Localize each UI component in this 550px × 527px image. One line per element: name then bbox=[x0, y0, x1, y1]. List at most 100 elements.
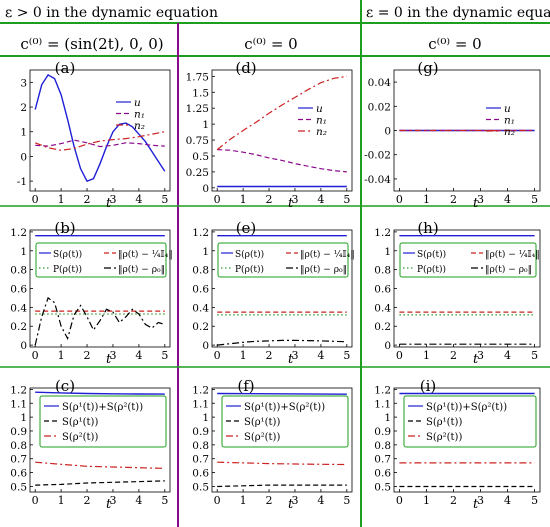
y-tick-label: 0.4 bbox=[192, 302, 209, 314]
panel-label: (i) bbox=[420, 377, 437, 395]
y-tick-label: 1 bbox=[384, 246, 391, 258]
header-right-title: ε = 0 in the dynamic equation bbox=[366, 5, 550, 21]
y-tick-label: 0.6 bbox=[374, 468, 391, 480]
x-tick-label: 5 bbox=[343, 494, 350, 507]
x-tick-label: 2 bbox=[84, 193, 91, 206]
x-tick-label: 0 bbox=[396, 349, 403, 362]
x-tick-label: 3 bbox=[109, 193, 116, 206]
series-line bbox=[35, 391, 165, 395]
y-tick-label: 2 bbox=[20, 102, 27, 114]
legend-box bbox=[35, 242, 167, 278]
legend-entry-label: ‖ρ(t) − ρ₀‖ bbox=[485, 264, 532, 275]
y-tick-label: 1.2 bbox=[192, 384, 209, 396]
x-axis-label: t bbox=[473, 497, 479, 512]
y-tick-label: 0.8 bbox=[374, 440, 391, 452]
y-tick-label: 0.9 bbox=[10, 426, 27, 438]
y-tick-label: 1 bbox=[20, 412, 27, 424]
panel-f: 0 1 2 3 4 5t1.21.110.90.80.70.60.5(f)S(ρ¹(t))… bbox=[192, 377, 353, 512]
y-tick-label: 0.7 bbox=[192, 454, 209, 466]
x-tick-label: 1 bbox=[423, 494, 430, 507]
x-axis-label: t bbox=[288, 497, 294, 512]
y-tick-label: 0.5 bbox=[192, 151, 209, 163]
x-tick-label: 0 bbox=[32, 494, 39, 507]
series-line bbox=[35, 480, 165, 486]
x-tick-label: 4 bbox=[317, 193, 324, 206]
legend: S(ρ¹(t))+S(ρ²(t)) S(ρ¹(t)) S(ρ²(t)) bbox=[221, 395, 349, 448]
legend-entry-label: n₂ bbox=[504, 126, 515, 138]
x-tick-label: 0 bbox=[214, 349, 221, 362]
x-tick-label: 1 bbox=[423, 349, 430, 362]
panel-label: (c) bbox=[55, 377, 75, 395]
x-tick-label: 0 bbox=[214, 193, 221, 206]
y-tick-label: 0.4 bbox=[374, 302, 391, 314]
x-tick-label: 3 bbox=[291, 494, 298, 507]
legend-box bbox=[403, 395, 537, 448]
column-condition-left: c⁽⁰⁾ = (sin(2t), 0, 0) bbox=[20, 35, 163, 53]
legend-entry-label: P(ρ(t)) bbox=[53, 264, 82, 275]
panel-label: (f) bbox=[237, 377, 254, 395]
panel-f-frame bbox=[211, 387, 353, 493]
series-line bbox=[34, 73, 166, 182]
x-tick-label: 2 bbox=[450, 349, 457, 362]
x-tick-label: 3 bbox=[109, 349, 116, 362]
x-axis-label: t bbox=[288, 352, 294, 367]
legend: S(ρ¹(t))+S(ρ²(t)) S(ρ¹(t)) S(ρ²(t)) bbox=[403, 395, 537, 448]
legend-entry-label: ‖ρ(t) − ¼𝕀₄‖ bbox=[300, 249, 355, 260]
y-tick-label: 0.2 bbox=[374, 321, 391, 333]
y-tick-label: 0.4 bbox=[10, 302, 27, 314]
y-tick-label: 1.2 bbox=[374, 227, 391, 239]
legend-entry-label: S(ρ¹(t)) bbox=[426, 417, 462, 428]
legend-entry-label: n₂ bbox=[316, 126, 327, 138]
x-axis-label: t bbox=[473, 352, 479, 367]
legend-entry-label: n₁ bbox=[504, 115, 515, 127]
x-tick-label: 4 bbox=[135, 193, 142, 206]
x-tick-label: 5 bbox=[161, 494, 168, 507]
x-tick-label: 4 bbox=[135, 494, 142, 507]
y-tick-label: 0.8 bbox=[10, 265, 27, 277]
panel-label: (a) bbox=[55, 59, 76, 77]
legend-box bbox=[399, 242, 537, 278]
x-tick-label: 4 bbox=[135, 349, 142, 362]
y-tick-label: 1.1 bbox=[10, 398, 27, 410]
x-tick-label: 5 bbox=[161, 349, 168, 362]
y-tick-label: 1 bbox=[20, 127, 27, 139]
y-tick-label: 1 bbox=[384, 412, 391, 424]
legend: S(ρ(t)) ‖ρ(t) − ¼𝕀₄‖ P(ρ(t)) ‖ρ(t) − ρ₀‖ bbox=[399, 242, 540, 278]
legend: S(ρ(t)) ‖ρ(t) − ¼𝕀₄‖ P(ρ(t)) ‖ρ(t) − ρ₀‖ bbox=[35, 242, 173, 278]
y-tick-label: 1.75 bbox=[186, 71, 209, 83]
y-tick-label: 0 bbox=[384, 126, 391, 138]
x-tick-label: 0 bbox=[32, 193, 39, 206]
x-tick-label: 2 bbox=[450, 193, 457, 206]
x-tick-label: 4 bbox=[504, 193, 511, 206]
x-tick-label: 0 bbox=[396, 193, 403, 206]
x-tick-label: 1 bbox=[240, 494, 247, 507]
y-tick-label: 0.8 bbox=[374, 265, 391, 277]
y-tick-label: 0.6 bbox=[192, 284, 209, 296]
panel-label: (g) bbox=[417, 59, 438, 77]
panel-b: 0 1 2 3 4 5 t 1.2 1 0.8 0.6 0.4 0.2 0 (b) S(ρ(t)) ‖ρ(t) … bbox=[10, 219, 172, 367]
legend-entry-label: S(ρ¹(t)) bbox=[62, 417, 98, 428]
legend-entry-label: ‖ρ(t) − ρ₀‖ bbox=[118, 264, 165, 275]
y-tick-label: 0 bbox=[20, 151, 27, 163]
y-tick-label: -1 bbox=[17, 176, 27, 188]
y-tick-label: 1.1 bbox=[374, 398, 391, 410]
x-tick-label: 3 bbox=[109, 494, 116, 507]
panel-label: (b) bbox=[54, 219, 75, 237]
x-tick-label: 5 bbox=[531, 193, 538, 206]
x-tick-label: 3 bbox=[291, 193, 298, 206]
y-tick-label: 0.5 bbox=[374, 481, 391, 493]
legend-entry-label: n₁ bbox=[134, 109, 145, 121]
y-tick-label: 3 bbox=[20, 77, 27, 89]
x-tick-label: 0 bbox=[396, 494, 403, 507]
legend-entry-label: S(ρ²(t)) bbox=[426, 432, 462, 443]
panel-a-frame bbox=[29, 69, 171, 192]
x-tick-label: 5 bbox=[343, 193, 350, 206]
y-tick-label: 1.2 bbox=[374, 384, 391, 396]
x-tick-label: 1 bbox=[240, 193, 247, 206]
